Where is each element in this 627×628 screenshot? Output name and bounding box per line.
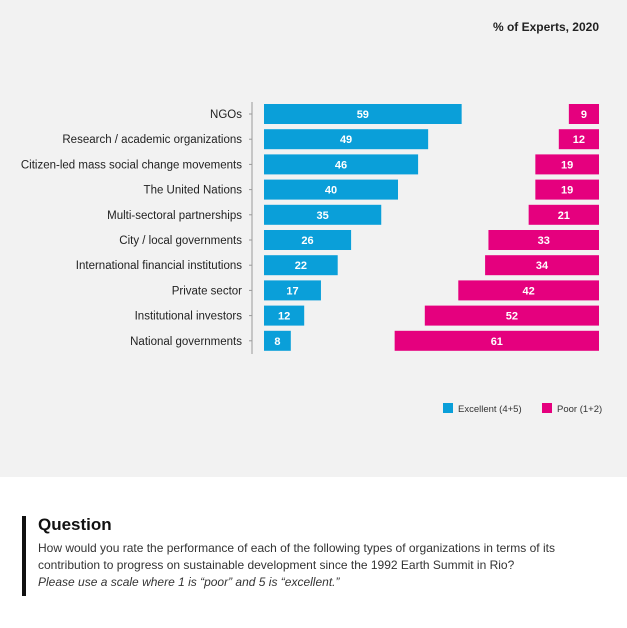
legend-swatch-poor — [542, 403, 552, 413]
excellent-value-label: 12 — [278, 311, 290, 323]
excellent-value-label: 35 — [317, 210, 329, 222]
excellent-value-label: 40 — [325, 185, 337, 197]
category-label: The United Nations — [144, 185, 243, 197]
excellent-bar — [264, 230, 352, 250]
poor-value-label: 33 — [538, 235, 550, 247]
excellent-bar — [264, 154, 419, 175]
category-label: International financial institutions — [76, 260, 242, 272]
legend-label-excellent: Excellent (4+5) — [458, 404, 522, 415]
poor-value-label: 34 — [536, 260, 549, 272]
poor-bar — [488, 230, 599, 250]
poor-value-label: 9 — [581, 109, 587, 121]
excellent-value-label: 59 — [357, 109, 369, 121]
poor-value-label: 21 — [558, 210, 570, 222]
legend-swatch-excellent — [443, 403, 453, 413]
excellent-value-label: 46 — [335, 159, 347, 171]
poor-value-label: 61 — [491, 336, 503, 348]
excellent-bar — [264, 104, 462, 124]
excellent-bar — [264, 255, 338, 276]
bar-chart: NGOs 59 9 Research / academic organizations… — [21, 102, 602, 415]
question-note: Please use a scale where 1 is “poor” and… — [38, 575, 340, 589]
poor-bar — [535, 179, 599, 200]
category-label: National governments — [130, 336, 242, 348]
poor-bar — [568, 104, 599, 124]
category-label: City / local governments — [119, 235, 242, 247]
chart-panel: % of Experts, 2020 NGOs 59 9 Research / aca… — [0, 0, 627, 477]
category-label: NGOs — [210, 109, 242, 121]
poor-bar — [394, 330, 599, 351]
question-text: How would you rate the performance of ea… — [38, 541, 555, 572]
question-block: Question How would you rate the performa… — [22, 516, 612, 596]
poor-bar — [424, 305, 599, 326]
poor-bar — [535, 154, 599, 175]
excellent-value-label: 26 — [301, 235, 313, 247]
chart-subtitle: % of Experts, 2020 — [492, 20, 599, 34]
excellent-bar — [264, 204, 382, 225]
poor-value-label: 12 — [573, 134, 585, 146]
excellent-value-label: 17 — [286, 285, 298, 297]
category-label: Private sector — [172, 285, 242, 297]
excellent-bar — [264, 129, 429, 150]
poor-value-label: 19 — [561, 185, 573, 197]
excellent-bar — [264, 179, 398, 200]
poor-value-label: 19 — [561, 159, 573, 171]
excellent-bar — [264, 330, 291, 351]
poor-value-label: 42 — [523, 285, 535, 297]
excellent-value-label: 22 — [295, 260, 307, 272]
excellent-bar — [264, 280, 321, 301]
category-label: Research / academic organizations — [62, 134, 242, 146]
excellent-value-label: 8 — [274, 336, 280, 348]
poor-bar — [458, 280, 599, 301]
poor-bar — [528, 204, 599, 225]
excellent-value-label: 49 — [340, 134, 352, 146]
poor-bar — [558, 129, 599, 150]
excellent-bar — [264, 305, 305, 326]
category-label: Multi-sectoral partnerships — [107, 210, 242, 222]
category-label: Citizen-led mass social change movements — [21, 159, 242, 171]
legend-label-poor: Poor (1+2) — [557, 404, 602, 415]
poor-bar — [485, 255, 599, 276]
question-title: Question — [38, 515, 112, 534]
category-label: Institutional investors — [135, 311, 243, 323]
poor-value-label: 52 — [506, 311, 518, 323]
